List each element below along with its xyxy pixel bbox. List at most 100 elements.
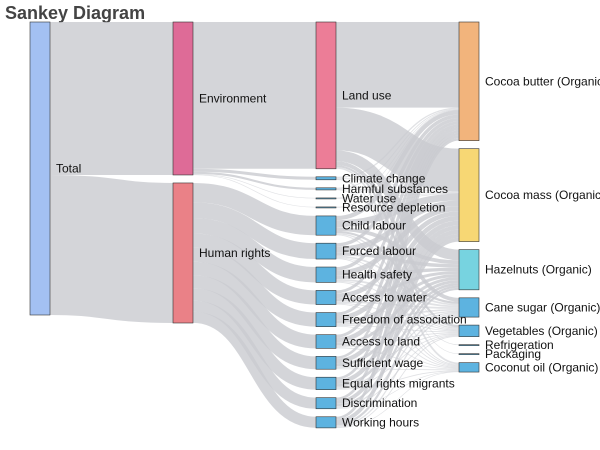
node-climate-change[interactable] — [315, 176, 337, 181]
link-human-rights-to-child-labour[interactable] — [192, 182, 317, 236]
link-climate-change-to-cocoa-mass-organic[interactable] — [335, 178, 460, 193]
node-access-to-water[interactable] — [315, 290, 337, 305]
node-harmful-substances[interactable] — [315, 187, 337, 191]
node-label-access-to-water: Access to water — [342, 290, 427, 304]
node-label-refrigeration: Refrigeration — [485, 338, 554, 352]
link-human-rights-to-access-to-land[interactable] — [192, 261, 317, 349]
node-label-packaging: Packaging — [485, 347, 541, 361]
link-working-hours-to-cocoa-butter-organic[interactable] — [335, 138, 460, 420]
node-land-use[interactable] — [315, 21, 337, 170]
node-label-equal-rights-migrants: Equal rights migrants — [342, 376, 455, 390]
link-access-to-land-to-cocoa-butter-organic[interactable] — [335, 127, 460, 338]
node-cane-sugar-organic[interactable] — [458, 297, 480, 318]
link-sufficient-wage-to-cocoa-mass-organic[interactable] — [335, 225, 460, 364]
link-sufficient-wage-to-cane-sugar-organic[interactable] — [335, 311, 460, 368]
node-sufficient-wage[interactable] — [315, 356, 337, 370]
node-resource-depletion[interactable] — [315, 206, 337, 209]
links-layer — [49, 21, 460, 428]
node-label-vegetables-organic: Vegetables (Organic) — [485, 324, 598, 338]
link-working-hours-to-hazelnuts-organic[interactable] — [335, 287, 460, 426]
node-label-freedom-of-association: Freedom of association — [342, 313, 467, 327]
node-health-safety[interactable] — [315, 266, 337, 283]
node-forced-labour[interactable] — [315, 242, 337, 260]
nodes-layer — [29, 21, 480, 429]
link-human-rights-to-health-safety[interactable] — [192, 218, 317, 283]
node-label-sufficient-wage: Sufficient wage — [342, 356, 423, 370]
link-discrimination-to-cocoa-butter-organic[interactable] — [335, 135, 460, 401]
link-equal-rights-migrants-to-cane-sugar-organic[interactable] — [335, 313, 460, 388]
node-discrimination[interactable] — [315, 397, 337, 410]
link-child-labour-to-cocoa-butter-organic[interactable] — [335, 110, 460, 221]
node-total[interactable] — [29, 21, 51, 316]
link-discrimination-to-cane-sugar-organic[interactable] — [335, 314, 460, 408]
link-environment-to-climate-change[interactable] — [192, 168, 317, 180]
node-label-forced-labour: Forced labour — [342, 244, 416, 258]
link-human-rights-to-access-to-water[interactable] — [192, 233, 317, 305]
link-working-hours-to-coconut-oil-organic[interactable] — [335, 371, 460, 428]
link-equal-rights-migrants-to-cocoa-mass-organic[interactable] — [335, 229, 460, 385]
link-equal-rights-migrants-to-cocoa-butter-organic[interactable] — [335, 132, 460, 380]
node-refrigeration[interactable] — [458, 344, 480, 346]
link-forced-labour-to-cocoa-butter-organic[interactable] — [335, 114, 460, 247]
link-water-use-to-cocoa-butter-organic[interactable] — [335, 109, 460, 199]
link-environment-to-resource-depletion[interactable] — [192, 174, 317, 208]
link-discrimination-to-hazelnuts-organic[interactable] — [335, 285, 460, 407]
link-total-to-human-rights[interactable] — [49, 174, 174, 323]
link-human-rights-to-sufficient-wage[interactable] — [192, 275, 317, 370]
link-forced-labour-to-cocoa-mass-organic[interactable] — [335, 200, 460, 253]
node-cocoa-butter-organic[interactable] — [458, 21, 480, 141]
link-human-rights-to-equal-rights-migrants[interactable] — [192, 288, 317, 390]
node-human-rights[interactable] — [172, 182, 194, 324]
node-freedom-of-association[interactable] — [315, 312, 337, 327]
link-environment-to-harmful-substances[interactable] — [192, 171, 317, 190]
link-resource-depletion-to-cocoa-butter-organic[interactable] — [335, 109, 460, 208]
node-vegetables-organic[interactable] — [458, 324, 480, 337]
link-human-rights-to-forced-labour[interactable] — [192, 202, 317, 260]
node-label-working-hours: Working hours — [342, 415, 419, 429]
link-human-rights-to-discrimination[interactable] — [192, 300, 317, 409]
node-label-climate-change: Climate change — [342, 171, 426, 185]
link-resource-depletion-to-cocoa-mass-organic[interactable] — [335, 193, 460, 208]
node-child-labour[interactable] — [315, 215, 337, 236]
link-working-hours-to-vegetables-organic[interactable] — [335, 335, 460, 428]
node-coconut-oil-organic[interactable] — [458, 362, 480, 373]
node-label-water-use: Water use — [342, 191, 397, 205]
node-access-to-land[interactable] — [315, 334, 337, 349]
link-freedom-of-association-to-cocoa-butter-organic[interactable] — [335, 124, 460, 316]
node-label-access-to-land: Access to land — [342, 335, 420, 349]
link-discrimination-to-cocoa-mass-organic[interactable] — [335, 233, 460, 405]
node-label-environment: Environment — [199, 91, 267, 105]
link-human-rights-to-working-hours[interactable] — [192, 311, 317, 428]
node-label-health-safety: Health safety — [342, 268, 412, 282]
node-packaging[interactable] — [458, 353, 480, 355]
node-environment[interactable] — [172, 21, 194, 176]
node-label-cane-sugar-organic: Cane sugar (Organic) — [485, 300, 600, 314]
link-access-to-water-to-cocoa-butter-organic[interactable] — [335, 121, 460, 294]
link-working-hours-to-cane-sugar-organic[interactable] — [335, 315, 460, 427]
link-environment-to-water-use[interactable] — [192, 173, 317, 199]
node-label-coconut-oil-organic: Coconut oil (Organic) — [485, 360, 598, 374]
link-sufficient-wage-to-cocoa-butter-organic[interactable] — [335, 130, 460, 359]
node-working-hours[interactable] — [315, 416, 337, 429]
node-label-child-labour: Child labour — [342, 219, 406, 233]
node-label-resource-depletion: Resource depletion — [342, 200, 445, 214]
link-health-safety-to-cocoa-butter-organic[interactable] — [335, 117, 460, 271]
chart-title: Sankey Diagram — [5, 3, 146, 23]
node-label-discrimination: Discrimination — [342, 396, 417, 410]
node-water-use[interactable] — [315, 197, 337, 200]
node-cocoa-mass-organic[interactable] — [458, 148, 480, 242]
link-human-rights-to-freedom-of-association[interactable] — [192, 247, 317, 327]
node-equal-rights-migrants[interactable] — [315, 376, 337, 390]
link-climate-change-to-cocoa-butter-organic[interactable] — [335, 107, 460, 179]
node-label-hazelnuts-organic: Hazelnuts (Organic) — [485, 263, 592, 277]
labels-layer: Total Environment Human rights Land use Clim… — [56, 74, 600, 429]
link-working-hours-to-cocoa-mass-organic[interactable] — [335, 237, 460, 424]
node-label-human-rights: Human rights — [199, 246, 270, 260]
node-hazelnuts-organic[interactable] — [458, 249, 480, 291]
node-label-land-use: Land use — [342, 88, 392, 102]
link-harmful-substances-to-cocoa-butter-organic[interactable] — [335, 108, 460, 189]
link-land-use-to-cocoa-mass-organic[interactable] — [335, 107, 460, 192]
node-label-total: Total — [56, 162, 81, 176]
node-label-cocoa-butter-organic: Cocoa butter (Organic) — [485, 74, 600, 88]
